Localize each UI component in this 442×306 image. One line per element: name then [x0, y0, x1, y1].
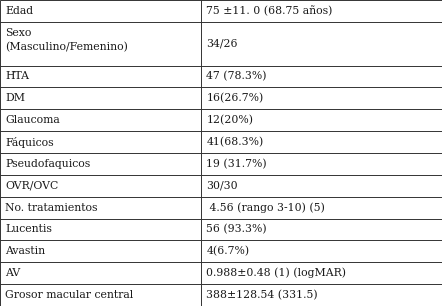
Text: Pseudofaquicos: Pseudofaquicos [5, 159, 91, 169]
Text: Grosor macular central: Grosor macular central [5, 290, 133, 300]
Text: Edad: Edad [5, 6, 34, 16]
Text: 47 (78.3%): 47 (78.3%) [206, 71, 267, 82]
Text: AV: AV [5, 268, 21, 278]
Text: 16(26.7%): 16(26.7%) [206, 93, 264, 103]
Text: Sexo
(Masculino/Femenino): Sexo (Masculino/Femenino) [5, 28, 128, 52]
Text: 19 (31.7%): 19 (31.7%) [206, 159, 267, 169]
Text: 4.56 (rango 3-10) (5): 4.56 (rango 3-10) (5) [206, 202, 325, 213]
Text: 0.988±0.48 (1) (logMAR): 0.988±0.48 (1) (logMAR) [206, 268, 347, 278]
Text: 34/26: 34/26 [206, 39, 238, 49]
Text: 12(20%): 12(20%) [206, 115, 253, 125]
Text: 75 ±11. 0 (68.75 años): 75 ±11. 0 (68.75 años) [206, 6, 333, 16]
Text: 56 (93.3%): 56 (93.3%) [206, 224, 267, 235]
Text: 30/30: 30/30 [206, 181, 238, 191]
Text: No. tratamientos: No. tratamientos [5, 203, 98, 213]
Text: OVR/OVC: OVR/OVC [5, 181, 58, 191]
Text: 388±128.54 (331.5): 388±128.54 (331.5) [206, 290, 318, 300]
Text: Avastin: Avastin [5, 246, 46, 256]
Text: Glaucoma: Glaucoma [5, 115, 60, 125]
Text: Fáquicos: Fáquicos [5, 136, 54, 147]
Text: DM: DM [5, 93, 25, 103]
Text: HTA: HTA [5, 72, 29, 81]
Text: 4(6.7%): 4(6.7%) [206, 246, 250, 256]
Text: 41(68.3%): 41(68.3%) [206, 137, 264, 147]
Text: Lucentis: Lucentis [5, 225, 52, 234]
